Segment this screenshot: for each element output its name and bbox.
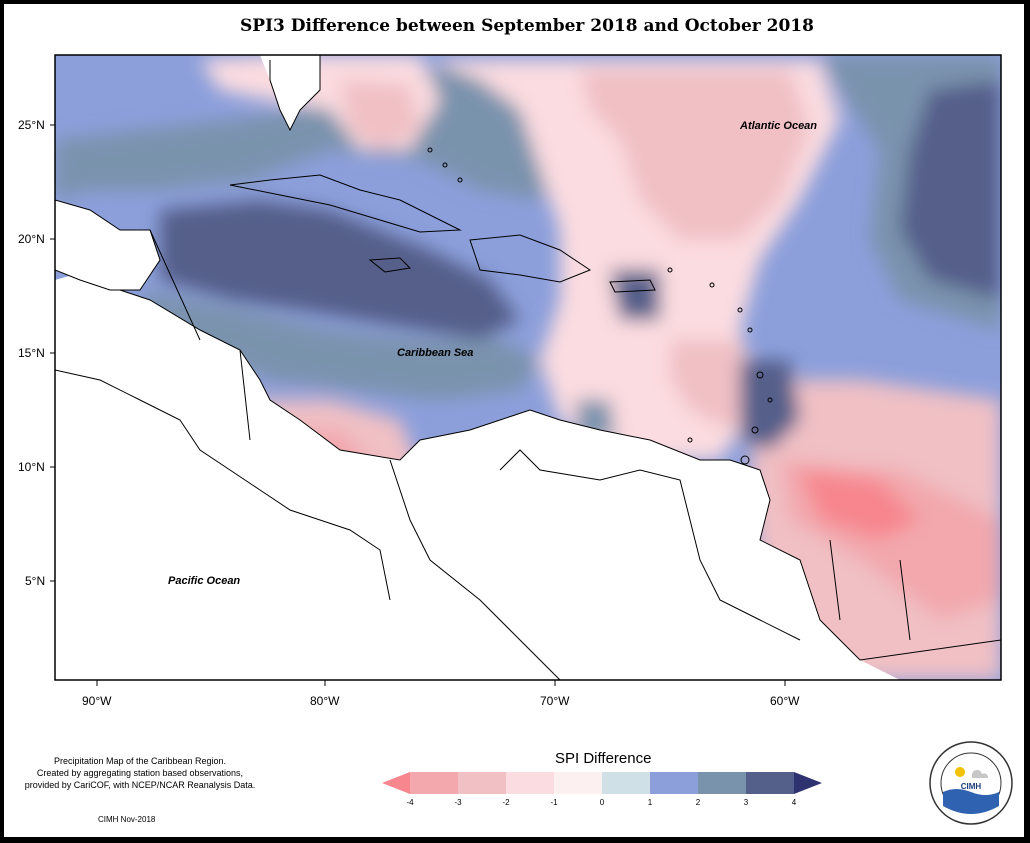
field-se-red [800,470,920,540]
legend-swatch [458,772,506,794]
legend-colorbar [382,772,822,794]
legend-swatch [602,772,650,794]
land-central-south-america [55,270,900,680]
border-venezuela [499,449,801,641]
lat-label-15n: 15°N [18,346,45,360]
field-gulf-mid [55,60,580,200]
land-florida [260,55,320,130]
sun-icon [955,767,965,777]
lon-label-80w: 80°W [310,694,340,708]
field-ne-dark [900,80,1001,300]
field-pr-dark [610,270,660,320]
lon-label-60w: 60°W [770,694,800,708]
lon-label-70w: 70°W [540,694,570,708]
map-credit: CIMH Nov-2018 [98,815,156,824]
legend-tick-label: -1 [550,798,558,807]
legend-tick-label: 0 [599,798,605,807]
footnote-line-3: provided by CariCOF, with NCEP/NCAR Rean… [24,780,256,790]
waves-icon [943,789,999,814]
legend-tick-label: 4 [791,798,797,807]
field-carib-mid [140,290,540,400]
legend-tick-label: -4 [406,798,414,807]
coast-hispaniola [469,234,592,283]
legend-swatch [698,772,746,794]
lon-label-90w: 90°W [82,694,112,708]
label-pacific-ocean: Pacific Ocean [168,575,241,587]
legend-tick-label: 1 [647,798,653,807]
label-caribbean-sea: Caribbean Sea [397,347,474,359]
lat-label-5n: 5°N [25,574,46,588]
cimh-logo: CIMH [929,741,1013,825]
coast-yucatan [55,199,161,291]
legend-swatch [650,772,698,794]
coast-cuba [229,174,462,233]
label-atlantic-ocean: Atlantic Ocean [740,120,818,132]
coast-pacific [55,369,391,601]
footnote-line-1: Precipitation Map of the Caribbean Regio… [53,756,227,766]
map-border [54,54,1002,681]
map-footnote: Precipitation Map of the Caribbean Regio… [4,755,276,791]
border-suriname [899,559,911,641]
legend-swatch [554,772,602,794]
legend-swatch [410,772,458,794]
lat-label-25n: 25°N [18,118,45,132]
coast-jamaica [368,257,412,273]
land-yucatan [55,200,160,290]
coast-florida [269,55,321,132]
border-guyana [829,539,841,621]
coast-puerto-rico [609,279,656,293]
legend-tick-label: -2 [502,798,510,807]
legend-arrow-left [382,772,410,794]
field-atlantic-pink [580,70,810,240]
legend-swatch [506,772,554,794]
border-central-america [149,229,251,441]
map-title: SPI3 Difference between September 2018 a… [240,16,814,36]
legend-tick-label: 2 [695,798,701,807]
lat-label-20n: 20°N [18,232,45,246]
field-carib-dark [160,200,520,340]
coast-south-america [119,289,1001,661]
legend-tick-label: 3 [743,798,749,807]
lat-label-10n: 10°N [18,460,45,474]
field-bahamas-pink [340,80,420,150]
logo-text: CIMH [961,782,982,791]
footnote-line-2: Created by aggregating station based obs… [36,768,244,778]
legend-arrow-right [794,772,822,794]
field-lesser-pink [670,340,760,430]
cloud-icon [971,769,989,778]
legend-swatch [746,772,794,794]
legend-tick-label: -3 [454,798,462,807]
border-colombia [389,459,561,680]
legend-title: SPI Difference [555,750,652,767]
